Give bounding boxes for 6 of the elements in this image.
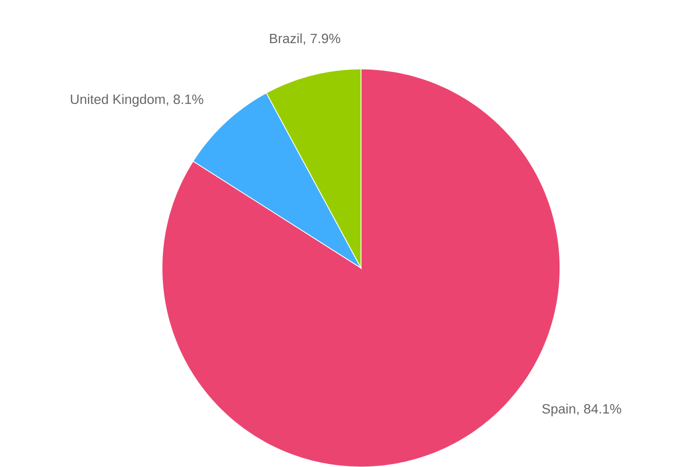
data-label: , 84.1% xyxy=(577,404,622,415)
slice-label: Spain xyxy=(542,404,576,416)
slice-label: Brazil xyxy=(270,33,302,44)
slice-label: United Kingdom xyxy=(70,94,165,107)
data-label: , 8.1% xyxy=(166,94,204,106)
data-label: , 7.9% xyxy=(304,33,340,45)
